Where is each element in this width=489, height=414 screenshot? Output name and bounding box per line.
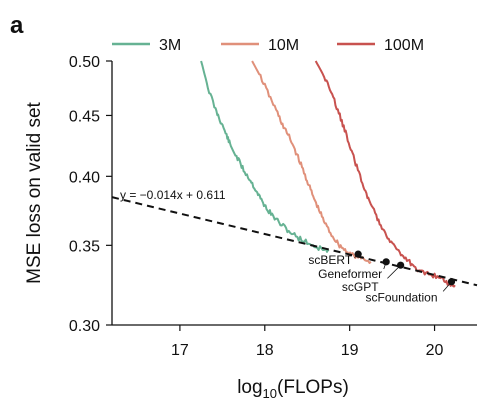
model-point-scFoundation — [447, 278, 456, 286]
model-point-Geneformer — [382, 258, 390, 266]
model-label-scGPT: scGPT — [342, 280, 379, 294]
fit-line — [111, 196, 478, 287]
axes: 17 18 19 20 0.30 0.35 0.40 0.45 0.50 — [69, 54, 477, 359]
model-label-Geneformer: Geneformer — [318, 267, 382, 281]
model-label-scBERT: scBERT — [308, 253, 352, 267]
x-tick-label: 18 — [256, 342, 274, 359]
fit-equation-label: y = −0.014x + 0.611 — [120, 188, 226, 202]
x-ticks: 17 18 19 20 — [171, 325, 444, 359]
x-axis-title-subscript: 10 — [263, 386, 277, 401]
model-point-scGPT — [397, 261, 405, 269]
legend-label-100M: 100M — [384, 37, 424, 54]
model-label-scFoundation: scFoundation — [365, 291, 437, 305]
y-tick-label: 0.35 — [69, 238, 100, 255]
x-tick-label: 17 — [171, 342, 189, 359]
x-axis-title: log10(FLOPs) — [237, 377, 349, 401]
series-line-10M — [251, 60, 372, 264]
y-tick-label: 0.30 — [69, 318, 100, 335]
legend-label-10M: 10M — [268, 37, 299, 54]
y-axis-title: MSE loss on valid set — [24, 101, 45, 283]
x-tick-label: 20 — [426, 342, 444, 359]
y-ticks: 0.30 0.35 0.40 0.45 0.50 — [69, 54, 112, 335]
series-line-3M — [200, 60, 330, 253]
y-tick-label: 0.40 — [69, 169, 100, 186]
legend: 3M 10M 100M — [112, 37, 424, 54]
y-tick-label: 0.50 — [69, 54, 100, 71]
panel-label: a — [10, 12, 24, 39]
y-tick-label: 0.45 — [69, 108, 100, 125]
x-axis-title-rest: (FLOPs) — [277, 377, 349, 398]
x-tick-label: 19 — [341, 342, 359, 359]
legend-label-3M: 3M — [159, 37, 181, 54]
model-point-scBERT — [354, 250, 362, 258]
x-axis-title-main: log — [237, 377, 262, 398]
